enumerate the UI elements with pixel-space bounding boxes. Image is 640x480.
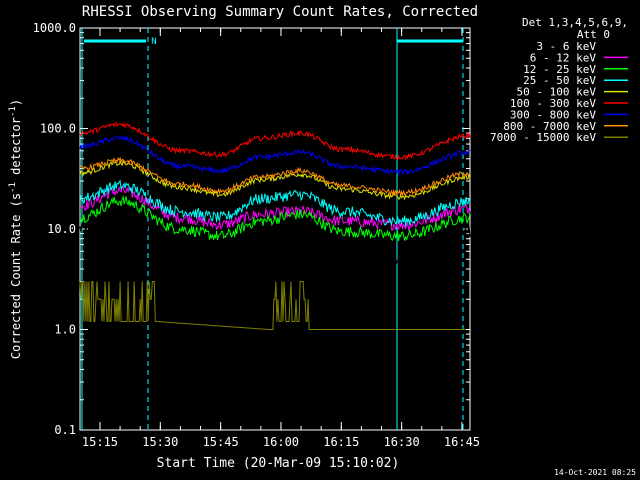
series-line	[79, 194, 471, 242]
y-axis-label: Corrected Count Rate (s-1 detector-1)	[8, 99, 23, 359]
series-line	[79, 179, 471, 227]
legend-label: 12 - 25 keV	[523, 63, 596, 76]
legend-label: 300 - 800 keV	[510, 108, 596, 121]
x-tick-label: 15:45	[203, 435, 239, 449]
series-line	[79, 281, 466, 330]
legend-header-line2: Att 0	[577, 28, 610, 41]
series-line	[79, 134, 471, 176]
x-axis-label: Start Time (20-Mar-09 15:10:02)	[157, 456, 400, 471]
legend-label: 25 - 50 keV	[523, 74, 596, 87]
legend-label: 100 - 300 keV	[510, 97, 596, 110]
flag-label: N	[151, 37, 156, 47]
plot-frame	[79, 27, 471, 431]
legend-label: 6 - 12 keV	[530, 51, 597, 64]
series-line	[79, 122, 471, 161]
x-tick-label: 16:45	[444, 435, 480, 449]
y-tick-label: 100.0	[40, 122, 76, 136]
legend-label: 50 - 100 keV	[517, 86, 597, 99]
y-tick-label: 1.0	[54, 323, 76, 337]
y-tick-label: 0.1	[54, 423, 76, 437]
timestamp: 14-Oct-2021 08:25	[554, 468, 636, 477]
x-tick-label: 15:15	[82, 435, 118, 449]
x-tick-label: 16:30	[384, 435, 420, 449]
legend-header-line1: Det 1,3,4,5,6,9,	[522, 16, 628, 29]
series-lines	[79, 122, 471, 330]
legend-label: 800 - 7000 keV	[503, 120, 596, 133]
legend-label: 3 - 6 keV	[536, 40, 596, 53]
y-axis: 0.1 1.0 10.0 100.0 1000.0	[33, 21, 470, 437]
series-line	[79, 207, 471, 265]
legend-label: 7000 - 15000 keV	[490, 131, 596, 144]
y-tick-label: 1000.0	[33, 21, 76, 35]
series-line	[79, 156, 471, 197]
x-tick-label: 16:15	[323, 435, 359, 449]
x-tick-label: 16:00	[263, 435, 299, 449]
x-tick-label: 15:30	[142, 435, 178, 449]
x-axis: 15:15 15:30 15:45 16:00 16:15 16:30 16:45	[82, 28, 480, 449]
y-tick-label: 10.0	[47, 222, 76, 236]
flag-bars: N	[84, 37, 463, 47]
chart-title: RHESSI Observing Summary Count Rates, Co…	[82, 4, 478, 20]
